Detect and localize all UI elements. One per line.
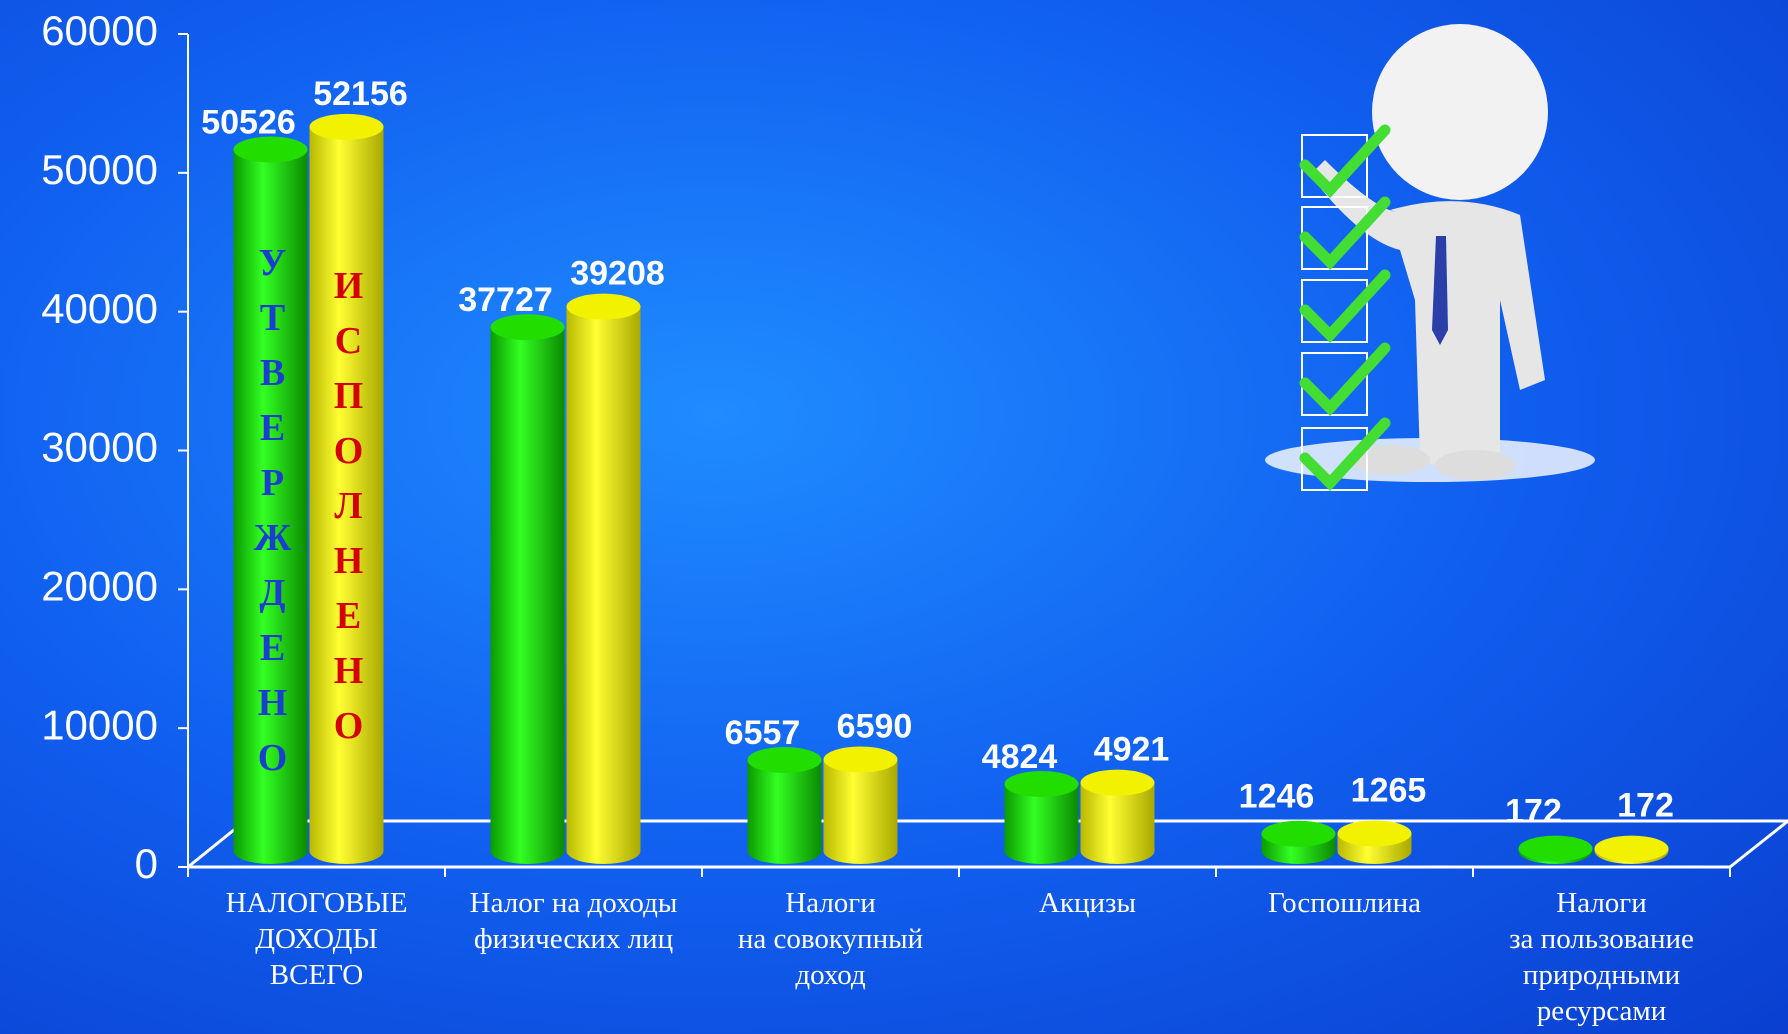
cylinder	[1594, 835, 1669, 864]
cylinder	[1337, 820, 1412, 864]
cylinder	[1004, 771, 1079, 864]
y-tick-label: 10000	[41, 701, 158, 748]
cylinder-top	[1337, 820, 1412, 847]
value-label: 4921	[1094, 731, 1170, 769]
value-label: 6590	[837, 708, 913, 746]
cylinder-top	[1080, 769, 1155, 796]
cylinder-top	[1261, 820, 1336, 847]
cylinder	[1261, 820, 1336, 864]
y-tick-label: 30000	[41, 424, 158, 471]
cylinder-top	[233, 136, 308, 163]
y-tick-label: 0	[135, 840, 158, 887]
value-label: 4824	[982, 738, 1058, 776]
cylinder-top	[1004, 771, 1079, 798]
bar	[747, 759, 822, 851]
cylinder	[1518, 835, 1593, 864]
x-tick-label: Налог на доходы физических лиц	[469, 887, 678, 955]
x-tick-label: Налоги на совокупный доход	[737, 887, 924, 991]
cylinder-top	[823, 746, 898, 773]
cylinder	[747, 746, 822, 864]
cylinder	[823, 746, 898, 864]
x-tick-label: НАЛОГОВЫЕ ДОХОДЫ ВСЕГО	[225, 887, 408, 991]
value-label: 50526	[201, 104, 296, 142]
cylinder	[490, 314, 565, 864]
x-tick-label: Налоги за пользование природными ресурса…	[1509, 887, 1694, 1027]
y-tick-label: 40000	[41, 285, 158, 332]
series-label: ИСПОЛНЕНО	[327, 265, 370, 760]
cylinder	[309, 113, 384, 864]
bar	[233, 149, 308, 851]
y-tick-label: 20000	[41, 562, 158, 609]
cylinder-top	[490, 314, 565, 341]
bar	[309, 126, 384, 851]
value-label: 1246	[1239, 778, 1315, 816]
value-label: 37727	[458, 281, 553, 319]
cylinder-top	[747, 746, 822, 773]
cylinder-top	[566, 293, 641, 320]
series-label: УТВЕРЖДЕНО	[251, 242, 294, 792]
person-illustration	[1265, 24, 1595, 491]
cylinder	[566, 293, 641, 864]
value-label: 6557	[725, 714, 801, 752]
bar	[823, 759, 898, 851]
value-label: 172	[1617, 787, 1674, 825]
cylinder-top	[1518, 835, 1593, 862]
cylinder-top	[1594, 835, 1669, 862]
bar	[566, 306, 641, 852]
cylinder-top	[309, 113, 384, 140]
value-label: 172	[1505, 793, 1562, 831]
value-label: 52156	[313, 75, 408, 113]
bar	[490, 327, 565, 851]
value-label: 1265	[1351, 771, 1427, 809]
y-tick-label: 50000	[41, 146, 158, 193]
y-tick-label: 60000	[41, 7, 158, 54]
value-label: 39208	[570, 255, 665, 293]
cylinder	[1080, 769, 1155, 864]
x-tick-label: Госпошлина	[1267, 887, 1422, 919]
cylinder	[233, 136, 308, 864]
x-tick-label: Акцизы	[1038, 887, 1136, 919]
